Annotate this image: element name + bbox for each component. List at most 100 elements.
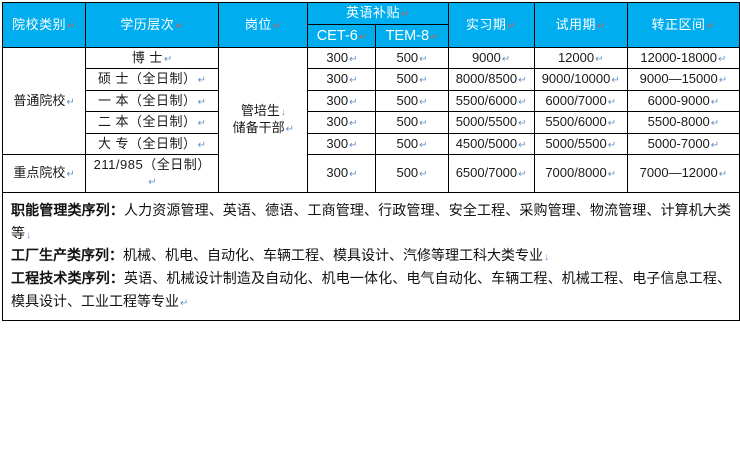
cell-cet6: 300↵ <box>307 68 377 91</box>
pilcrow-mark: ↵ <box>607 169 617 181</box>
internship-value: 5500/6000 <box>455 92 518 108</box>
pilcrow-mark: ↵ <box>175 20 185 32</box>
header-school-type-label: 院校类别 <box>12 16 67 32</box>
header-degree-level-label: 学历层次 <box>120 16 175 32</box>
cell-regular-range: 5500-8000↵ <box>626 111 740 134</box>
pilcrow-mark: ↵ <box>419 96 428 108</box>
table-row: 大 专（全日制）↵ 300↵ 500↵ 4500/5000↵ 5000/5500… <box>3 132 740 156</box>
cet6-value: 300 <box>326 71 349 87</box>
cell-tem8: 500↵ <box>375 46 449 70</box>
degree-label: 博 士 <box>131 49 163 65</box>
regular-range-value: 5500-8000 <box>647 114 710 130</box>
cell-tem8: 500↵ <box>375 89 449 113</box>
regular-range-value: 6000-9000 <box>647 92 710 108</box>
note-factory-production: 工厂生产类序列：机械、机电、自动化、车辆工程、模具设计、汽修等理工科大类专业↓ <box>11 244 731 267</box>
pilcrow-mark: ↵ <box>718 53 727 65</box>
position-line-2: 储备干部 <box>232 119 285 135</box>
regular-range-value: 9000—15000 <box>639 71 718 87</box>
header-school-type: 院校类别↵ <box>1 2 87 48</box>
cell-probation: 6000/7000↵ <box>533 89 628 113</box>
cet6-value: 300 <box>326 92 349 108</box>
notes-block: 职能管理类序列：人力资源管理、英语、德语、工商管理、行政管理、安全工程、采购管理… <box>2 192 740 322</box>
probation-value: 6000/7000 <box>545 92 607 108</box>
note-body: 英语、机械设计制造及自动化、机电一体化、电气自动化、车辆工程、机械工程、电子信息… <box>11 269 732 309</box>
note-functional-management: 职能管理类序列：人力资源管理、英语、德语、工商管理、行政管理、安全工程、采购管理… <box>11 199 731 244</box>
header-regular-range: 转正区间↵ <box>626 2 740 48</box>
position-line-1: 管培生 <box>240 103 280 119</box>
header-cet6-label: CET-6 <box>316 27 358 44</box>
pilcrow-mark: ↵ <box>197 139 207 151</box>
header-position-label: 岗位 <box>244 16 272 32</box>
cell-regular-range: 6000-9000↵ <box>626 89 740 113</box>
cell-cet6: 300↵ <box>307 154 377 193</box>
table-row: 二 本（全日制）↵ 300↵ 500↵ 5000/5500↵ 5500/6000… <box>3 111 740 134</box>
pilcrow-mark: ↵ <box>518 118 527 130</box>
pilcrow-mark: ↵ <box>419 118 428 130</box>
pilcrow-mark: ↵ <box>501 53 511 65</box>
cell-regular-range: 5000-7000↵ <box>626 132 740 156</box>
pilcrow-mark: ↵ <box>595 53 604 65</box>
cell-probation: 5000/5500↵ <box>533 132 628 156</box>
pilcrow-mark: ↵ <box>148 177 158 189</box>
pilcrow-mark: ↵ <box>430 31 439 43</box>
table-body: 普通院校↵ 博 士↵ 管培生↓ 储备干部↵ 300↵ 500↵ 9000↵ 120… <box>1 46 740 193</box>
header-probation: 试用期↵ <box>533 2 628 48</box>
regular-range-value: 12000-18000 <box>640 49 718 65</box>
pilcrow-mark: ↵ <box>710 118 720 130</box>
pilcrow-mark: ↵ <box>66 96 75 108</box>
cell-internship: 8000/8500↵ <box>447 68 535 91</box>
pilcrow-mark: ↵ <box>611 75 620 87</box>
pilcrow-mark: ↵ <box>718 169 728 181</box>
internship-value: 5000/5500 <box>455 114 518 130</box>
header-degree-level: 学历层次↵ <box>85 2 220 48</box>
cell-school-type-ordinary: 普通院校↵ <box>1 46 87 156</box>
cell-internship: 6500/7000↵ <box>447 154 535 193</box>
note-label: 工厂生产类序列： <box>11 247 123 264</box>
cell-regular-range: 7000—12000↵ <box>626 154 740 193</box>
line-break-mark: ↓ <box>280 107 286 119</box>
table-row: 一 本（全日制）↵ 300↵ 500↵ 5500/6000↵ 6000/7000… <box>3 89 740 113</box>
cell-degree: 博 士↵ <box>85 46 220 70</box>
pilcrow-mark: ↵ <box>349 96 358 108</box>
school-type-label: 普通院校 <box>13 92 66 108</box>
tem8-value: 500 <box>396 49 419 65</box>
pilcrow-mark: ↵ <box>518 96 527 108</box>
cell-degree: 大 专（全日制）↵ <box>85 132 220 156</box>
pilcrow-mark: ↵ <box>163 53 173 65</box>
cell-regular-range: 12000-18000↵ <box>626 46 740 70</box>
note-label: 职能管理类序列： <box>11 201 124 218</box>
pilcrow-mark: ↵ <box>197 118 207 130</box>
internship-value: 8000/8500 <box>455 71 518 87</box>
degree-label: 硕 士（全日制） <box>97 71 197 87</box>
cet6-value: 300 <box>326 135 349 151</box>
degree-label: 211/985（全日制） <box>93 157 211 173</box>
internship-value: 9000 <box>471 49 501 65</box>
pilcrow-mark: ↵ <box>419 75 428 87</box>
pilcrow-mark: ↵ <box>349 139 358 151</box>
cell-tem8: 500↵ <box>375 132 449 156</box>
header-tem8: TEM-8↵ <box>375 23 449 48</box>
header-tem8-label: TEM-8 <box>385 27 430 44</box>
pilcrow-mark: ↵ <box>401 9 410 20</box>
school-type-label: 重点院校 <box>13 165 66 181</box>
table-row: 重点院校↵ 211/985（全日制）↵ 300↵ 500↵ 6500/7000↵… <box>1 154 740 193</box>
cell-internship: 5000/5500↵ <box>447 111 535 134</box>
pilcrow-mark: ↵ <box>67 20 76 32</box>
header-regular-range-label: 转正区间 <box>651 16 706 32</box>
pilcrow-mark: ↵ <box>285 123 295 135</box>
pilcrow-mark: ↵ <box>180 297 189 309</box>
cell-cet6: 300↵ <box>307 111 377 134</box>
cell-degree: 211/985（全日制） ↵ <box>85 154 220 193</box>
header-cet6: CET-6↵ <box>307 23 377 48</box>
cet6-value: 300 <box>326 165 349 181</box>
regular-range-value: 7000—12000 <box>639 165 718 181</box>
cell-probation: 5500/6000↵ <box>533 111 628 134</box>
pilcrow-mark: ↵ <box>518 169 527 181</box>
cell-tem8: 500↵ <box>375 68 449 91</box>
cell-degree: 硕 士（全日制）↵ <box>85 68 220 91</box>
line-break-mark: ↓ <box>544 252 549 264</box>
cell-cet6: 300↵ <box>307 89 377 113</box>
pilcrow-mark: ↵ <box>419 139 428 151</box>
probation-value: 5500/6000 <box>545 114 607 130</box>
